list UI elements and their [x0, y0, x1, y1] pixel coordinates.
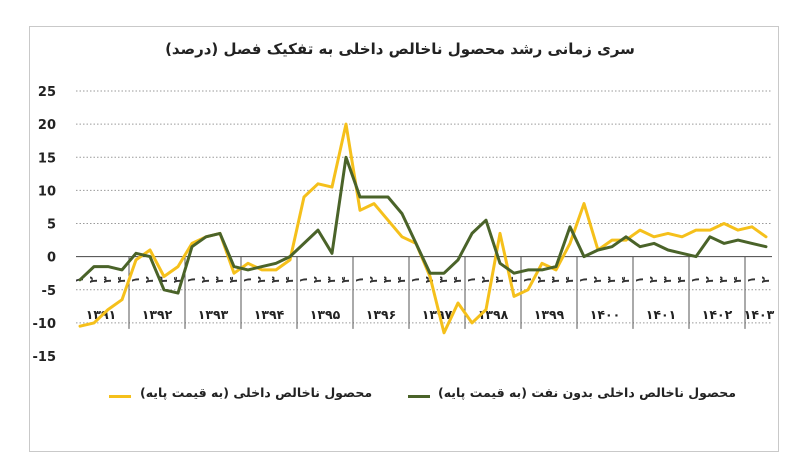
y-tick-label: -15 [33, 350, 57, 365]
y-tick-label: 5 [47, 218, 56, 233]
quarter-label: ۱ [633, 276, 646, 283]
quarter-label: ۴ [507, 276, 520, 283]
quarter-label: ۳ [437, 276, 450, 283]
y-tick-label: 10 [38, 184, 56, 199]
quarter-label: ۱ [577, 276, 590, 283]
quarter-label: ۳ [661, 276, 674, 283]
quarter-label: ۴ [283, 276, 296, 283]
quarter-label: ۳ [213, 276, 226, 283]
year-label: ۱۴۰۲ [702, 307, 733, 322]
year-label: ۱۳۹۶ [366, 307, 397, 322]
y-tick-label: -10 [33, 317, 57, 332]
quarter-label: ۳ [549, 276, 562, 283]
y-tick-label: 0 [47, 251, 56, 266]
quarter-label: ۲ [535, 276, 548, 283]
quarter-label: ۱ [745, 276, 758, 283]
quarter-label: ۲ [311, 276, 324, 283]
quarter-label: ۴ [563, 276, 576, 283]
quarter-label: ۳ [157, 276, 170, 283]
year-label: ۱۳۹۹ [534, 307, 565, 322]
year-label: ۱۴۰۳ [744, 307, 775, 322]
quarter-label: ۳ [381, 276, 394, 283]
legend-swatch-nonoil-gdp [408, 395, 430, 398]
y-tick-label: 15 [38, 151, 56, 166]
quarter-label: ۱ [129, 276, 142, 283]
quarter-label: ۳ [325, 276, 338, 283]
quarter-label: ۲ [647, 276, 660, 283]
y-tick-label: 25 [38, 85, 56, 100]
quarter-label: ۴ [395, 276, 408, 283]
legend-label-gdp: محصول ناخالص داخلی (به قیمت پایه) [140, 385, 373, 400]
quarter-label: ۳ [269, 276, 282, 283]
quarter-label: ۲ [143, 276, 156, 283]
quarter-label: ۳ [493, 276, 506, 283]
quarter-label: ۱ [689, 276, 702, 283]
quarter-label: ۲ [199, 276, 212, 283]
quarter-label: ۱ [353, 276, 366, 283]
quarter-label: ۱ [409, 276, 422, 283]
year-label: ۱۳۹۲ [142, 307, 173, 322]
quarter-label: ۲ [87, 276, 100, 283]
quarter-label: ۲ [255, 276, 268, 283]
quarter-label: ۴ [115, 276, 128, 283]
quarter-label: ۱ [521, 276, 534, 283]
year-label: ۱۴۰۰ [590, 307, 621, 322]
quarter-label: ۴ [227, 276, 240, 283]
quarter-label: ۱ [241, 276, 254, 283]
series-line-gdp [78, 122, 768, 335]
quarter-label: ۲ [703, 276, 716, 283]
year-label: ۱۳۹۵ [310, 307, 341, 322]
year-label: ۱۴۰۱ [646, 307, 677, 322]
quarter-label: ۴ [731, 276, 744, 283]
quarter-label: ۲ [479, 276, 492, 283]
quarter-label: ۳ [101, 276, 114, 283]
quarter-label: ۴ [451, 276, 464, 283]
quarter-label: ۴ [171, 276, 184, 283]
series-line-nonoil-gdp [78, 155, 768, 295]
quarter-label: ۴ [339, 276, 352, 283]
quarter-label: ۲ [759, 276, 772, 283]
quarter-label: ۴ [675, 276, 688, 283]
year-label: ۱۳۹۷ [422, 307, 453, 322]
quarter-label: ۳ [605, 276, 618, 283]
y-tick-label: 20 [38, 118, 56, 133]
chart-title: سری زمانی رشد محصول ناخالص داخلی به تفکی… [165, 40, 635, 58]
quarter-label: ۲ [591, 276, 604, 283]
y-tick-label: -5 [42, 284, 56, 299]
quarter-label: ۱ [465, 276, 478, 283]
legend-label-nonoil-gdp: محصول ناخالص داخلی بدون نفت (به قیمت پای… [438, 385, 737, 400]
quarter-label: ۱ [297, 276, 310, 283]
legend-swatch-gdp [109, 395, 131, 398]
year-label: ۱۳۹۴ [254, 307, 285, 322]
quarter-label: ۱ [185, 276, 198, 283]
quarter-label: ۴ [619, 276, 632, 283]
year-label: ۱۳۹۳ [198, 307, 229, 322]
quarter-label: ۳ [717, 276, 730, 283]
quarter-label: ۲ [367, 276, 380, 283]
